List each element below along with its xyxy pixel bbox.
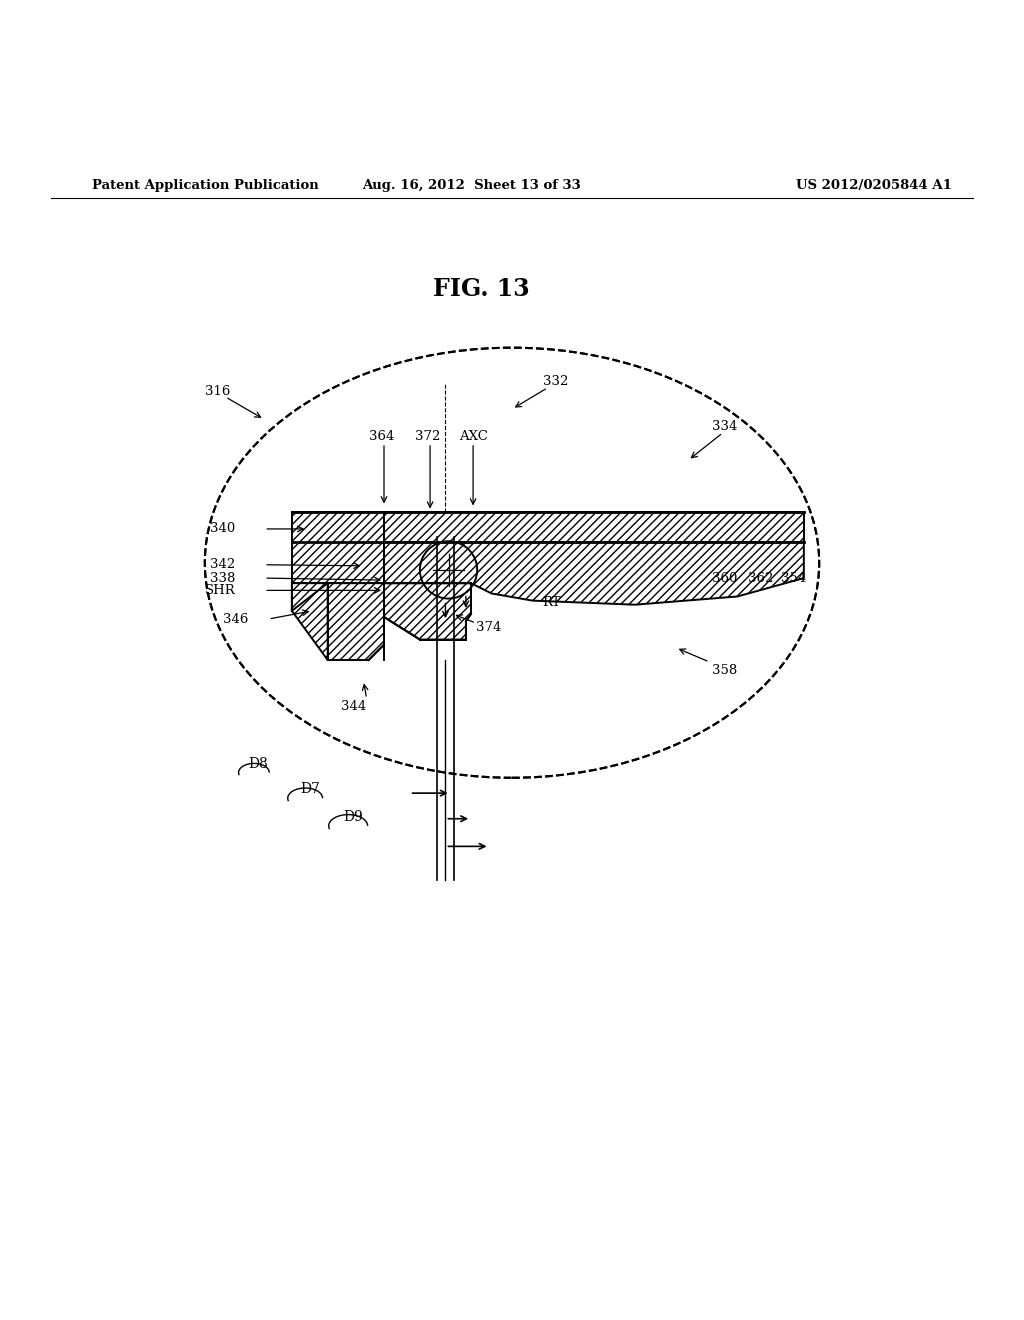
Text: 374: 374 [476, 620, 502, 634]
Text: D7: D7 [300, 783, 321, 796]
Text: 362: 362 [748, 572, 773, 585]
Text: 360: 360 [712, 572, 737, 585]
Polygon shape [292, 583, 328, 660]
Text: 342: 342 [210, 558, 236, 572]
Polygon shape [384, 543, 804, 605]
Text: 346: 346 [223, 612, 249, 626]
Text: US 2012/0205844 A1: US 2012/0205844 A1 [797, 180, 952, 193]
Text: 332: 332 [543, 375, 568, 388]
Text: 340: 340 [210, 523, 236, 536]
Polygon shape [292, 512, 384, 583]
Text: 372: 372 [415, 430, 440, 444]
Text: RT: RT [543, 597, 561, 609]
Text: FIG. 13: FIG. 13 [433, 277, 529, 301]
Text: AXC: AXC [459, 430, 487, 444]
Text: D9: D9 [343, 810, 364, 824]
Polygon shape [384, 583, 471, 639]
Text: 358: 358 [712, 664, 737, 677]
Polygon shape [328, 583, 384, 660]
Text: SHR: SHR [205, 583, 236, 597]
Text: 354: 354 [781, 572, 807, 585]
Text: Aug. 16, 2012  Sheet 13 of 33: Aug. 16, 2012 Sheet 13 of 33 [361, 180, 581, 193]
Text: 344: 344 [341, 700, 366, 713]
Text: Patent Application Publication: Patent Application Publication [92, 180, 318, 193]
Text: 364: 364 [369, 430, 394, 444]
Text: D8: D8 [248, 756, 268, 771]
Text: 316: 316 [205, 385, 230, 399]
Text: 338: 338 [210, 572, 236, 585]
Text: 334: 334 [712, 420, 737, 433]
Polygon shape [292, 512, 804, 543]
